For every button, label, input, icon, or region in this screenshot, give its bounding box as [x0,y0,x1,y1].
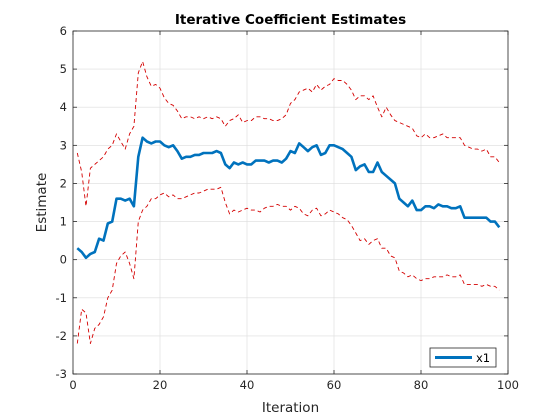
y-tick-label: -1 [56,291,67,305]
y-tick-label: 4 [60,100,67,114]
y-axis-label: Estimate [34,173,50,233]
chart-title: Iterative Coefficient Estimates [175,12,406,28]
y-tick-label: 6 [60,24,67,38]
x-tick-label: 100 [497,378,519,392]
x-axis-label: Iteration [262,400,319,416]
x-tick-label: 40 [240,378,255,392]
legend-label-x1: x1 [476,351,490,365]
y-tick-label: 5 [60,62,67,76]
y-tick-label: 0 [60,253,67,267]
axes-box [72,30,509,375]
ticks [72,30,509,375]
y-tick-label: -2 [56,329,67,343]
y-tick-label: 2 [60,176,67,190]
y-tick-label: 1 [60,215,67,229]
x-tick-label: 60 [327,378,342,392]
x-tick-label: 80 [414,378,429,392]
y-tick-labels: -3 -2 -1 0 1 2 3 4 5 6 [56,24,67,381]
x-tick-label: 0 [69,378,76,392]
lower-bound-line [76,186,500,344]
series-line-x1 [76,136,501,260]
x-tick-label: 20 [153,378,168,392]
legend: x1 [429,347,497,368]
plot-area [73,31,508,374]
series-layer [76,61,501,344]
upper-bound-line [76,61,500,207]
x-tick-labels: 0 20 40 60 80 100 [69,378,519,392]
y-tick-label: 3 [60,138,67,152]
y-tick-label: -3 [56,367,67,381]
